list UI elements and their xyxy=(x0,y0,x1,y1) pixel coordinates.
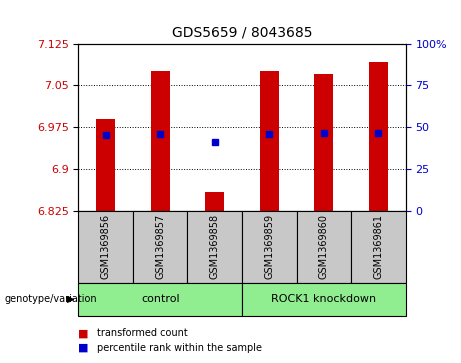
Text: GSM1369860: GSM1369860 xyxy=(319,214,329,280)
Bar xyxy=(205,192,225,211)
Bar xyxy=(296,211,351,283)
Text: GSM1369857: GSM1369857 xyxy=(155,214,165,280)
Bar xyxy=(78,211,133,283)
Text: GSM1369858: GSM1369858 xyxy=(210,214,220,280)
Bar xyxy=(351,211,406,283)
Text: ■: ■ xyxy=(78,343,89,353)
Bar xyxy=(314,74,333,211)
Bar xyxy=(188,211,242,283)
Text: genotype/variation: genotype/variation xyxy=(5,294,97,305)
Text: ROCK1 knockdown: ROCK1 knockdown xyxy=(271,294,377,305)
Text: ■: ■ xyxy=(78,328,89,338)
Bar xyxy=(369,62,388,211)
Bar xyxy=(151,72,170,211)
Bar xyxy=(242,211,296,283)
Text: transformed count: transformed count xyxy=(97,328,188,338)
Text: GSM1369856: GSM1369856 xyxy=(100,214,111,280)
Bar xyxy=(96,119,115,211)
Text: GSM1369861: GSM1369861 xyxy=(373,214,384,280)
Bar xyxy=(260,72,279,211)
Text: GSM1369859: GSM1369859 xyxy=(264,214,274,280)
Bar xyxy=(242,283,406,316)
Title: GDS5659 / 8043685: GDS5659 / 8043685 xyxy=(172,26,312,40)
Text: percentile rank within the sample: percentile rank within the sample xyxy=(97,343,262,353)
Bar xyxy=(133,211,188,283)
Text: control: control xyxy=(141,294,179,305)
Bar xyxy=(78,283,242,316)
